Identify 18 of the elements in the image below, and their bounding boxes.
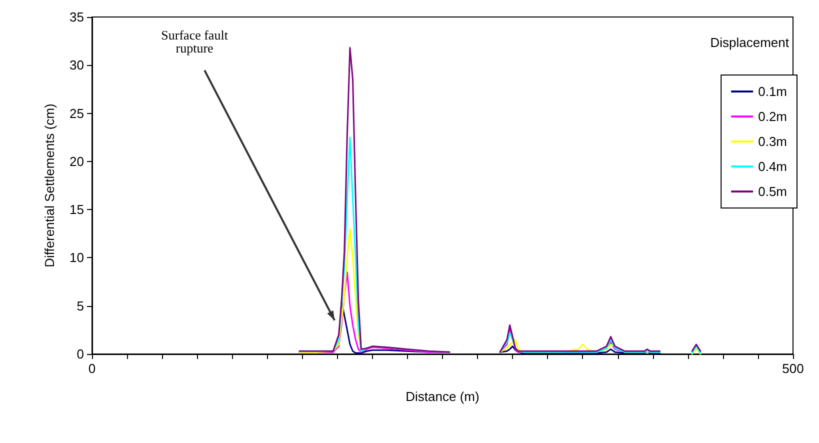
- annotation: Surface fault rupture: [161, 27, 228, 56]
- y-tick-label: 0: [76, 346, 84, 362]
- legend-label: 0.4m: [758, 159, 788, 174]
- y-tick-label: 20: [70, 154, 84, 169]
- x-axis-title: Distance (m): [406, 389, 480, 404]
- y-tick-label: 30: [70, 58, 84, 73]
- y-tick-label: 10: [70, 250, 84, 266]
- y-axis-title: Differential Settlements (cm): [42, 104, 57, 268]
- y-tick-label: 5: [76, 298, 84, 314]
- legend-title: Displacement: [710, 35, 790, 50]
- y-tick-label: 25: [70, 106, 84, 121]
- legend-label: 0.3m: [758, 134, 788, 149]
- legend-label: 0.1m: [758, 84, 788, 99]
- y-tick-label: 15: [70, 202, 84, 218]
- x-tick-label: 500: [782, 361, 804, 376]
- legend-label: 0.2m: [758, 109, 788, 124]
- y-tick-label: 35: [70, 10, 84, 24]
- legend-label: 0.5m: [758, 184, 788, 199]
